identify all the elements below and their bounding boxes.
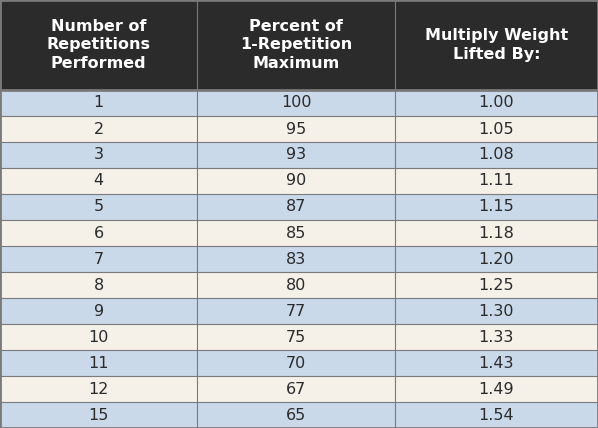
Bar xyxy=(0,246,197,272)
Bar xyxy=(0,402,197,428)
Bar xyxy=(395,272,598,298)
Text: 8: 8 xyxy=(93,277,104,292)
Text: 4: 4 xyxy=(94,173,103,188)
Text: 12: 12 xyxy=(89,381,109,396)
Bar xyxy=(0,220,197,246)
Text: 100: 100 xyxy=(280,95,312,110)
Text: 90: 90 xyxy=(286,173,306,188)
Bar xyxy=(395,168,598,194)
Text: 1.33: 1.33 xyxy=(478,330,514,345)
Bar xyxy=(395,0,598,90)
Text: 1.54: 1.54 xyxy=(478,407,514,422)
Bar xyxy=(197,246,395,272)
Bar xyxy=(197,376,395,402)
Bar xyxy=(395,194,598,220)
Bar xyxy=(197,90,395,116)
Bar xyxy=(395,220,598,246)
Bar xyxy=(395,298,598,324)
Text: 1.30: 1.30 xyxy=(478,303,514,318)
Text: 1.15: 1.15 xyxy=(478,199,514,214)
Text: 77: 77 xyxy=(286,303,306,318)
Bar xyxy=(197,324,395,350)
Bar xyxy=(0,350,197,376)
Text: 1.43: 1.43 xyxy=(478,356,514,371)
Bar xyxy=(197,220,395,246)
Text: 87: 87 xyxy=(286,199,306,214)
Bar xyxy=(197,142,395,168)
Text: 15: 15 xyxy=(89,407,109,422)
Text: 1.08: 1.08 xyxy=(478,148,514,163)
Text: 1.49: 1.49 xyxy=(478,381,514,396)
Text: 95: 95 xyxy=(286,122,306,137)
Text: 1.11: 1.11 xyxy=(478,173,514,188)
Text: 80: 80 xyxy=(286,277,306,292)
Text: 67: 67 xyxy=(286,381,306,396)
Text: Percent of
1-Repetition
Maximum: Percent of 1-Repetition Maximum xyxy=(240,19,352,71)
Bar xyxy=(0,90,197,116)
Text: 1.18: 1.18 xyxy=(478,226,514,241)
Text: 3: 3 xyxy=(94,148,103,163)
Bar xyxy=(395,402,598,428)
Text: 93: 93 xyxy=(286,148,306,163)
Text: 83: 83 xyxy=(286,252,306,267)
Bar xyxy=(197,116,395,142)
Bar xyxy=(395,246,598,272)
Bar xyxy=(0,194,197,220)
Text: 1.00: 1.00 xyxy=(478,95,514,110)
Bar xyxy=(0,168,197,194)
Bar xyxy=(197,298,395,324)
Text: 5: 5 xyxy=(94,199,103,214)
Bar xyxy=(395,142,598,168)
Bar xyxy=(197,194,395,220)
Bar xyxy=(0,298,197,324)
Text: Number of
Repetitions
Performed: Number of Repetitions Performed xyxy=(47,19,151,71)
Text: 7: 7 xyxy=(94,252,103,267)
Bar xyxy=(0,116,197,142)
Bar xyxy=(395,90,598,116)
Text: 10: 10 xyxy=(89,330,109,345)
Bar xyxy=(0,376,197,402)
Bar xyxy=(395,350,598,376)
Text: 85: 85 xyxy=(286,226,306,241)
Bar xyxy=(197,0,395,90)
Text: 70: 70 xyxy=(286,356,306,371)
Bar xyxy=(395,324,598,350)
Bar xyxy=(395,376,598,402)
Bar xyxy=(395,116,598,142)
Bar xyxy=(197,350,395,376)
Text: 1.05: 1.05 xyxy=(478,122,514,137)
Bar xyxy=(0,324,197,350)
Bar xyxy=(0,272,197,298)
Bar xyxy=(0,0,197,90)
Text: 9: 9 xyxy=(94,303,103,318)
Text: 65: 65 xyxy=(286,407,306,422)
Text: 1.20: 1.20 xyxy=(478,252,514,267)
Bar xyxy=(197,168,395,194)
Bar xyxy=(197,272,395,298)
Text: 6: 6 xyxy=(94,226,103,241)
Text: 2: 2 xyxy=(94,122,103,137)
Bar xyxy=(0,142,197,168)
Text: 1: 1 xyxy=(93,95,104,110)
Bar xyxy=(197,402,395,428)
Text: 11: 11 xyxy=(89,356,109,371)
Text: 1.25: 1.25 xyxy=(478,277,514,292)
Text: Multiply Weight
Lifted By:: Multiply Weight Lifted By: xyxy=(425,28,568,62)
Text: 75: 75 xyxy=(286,330,306,345)
